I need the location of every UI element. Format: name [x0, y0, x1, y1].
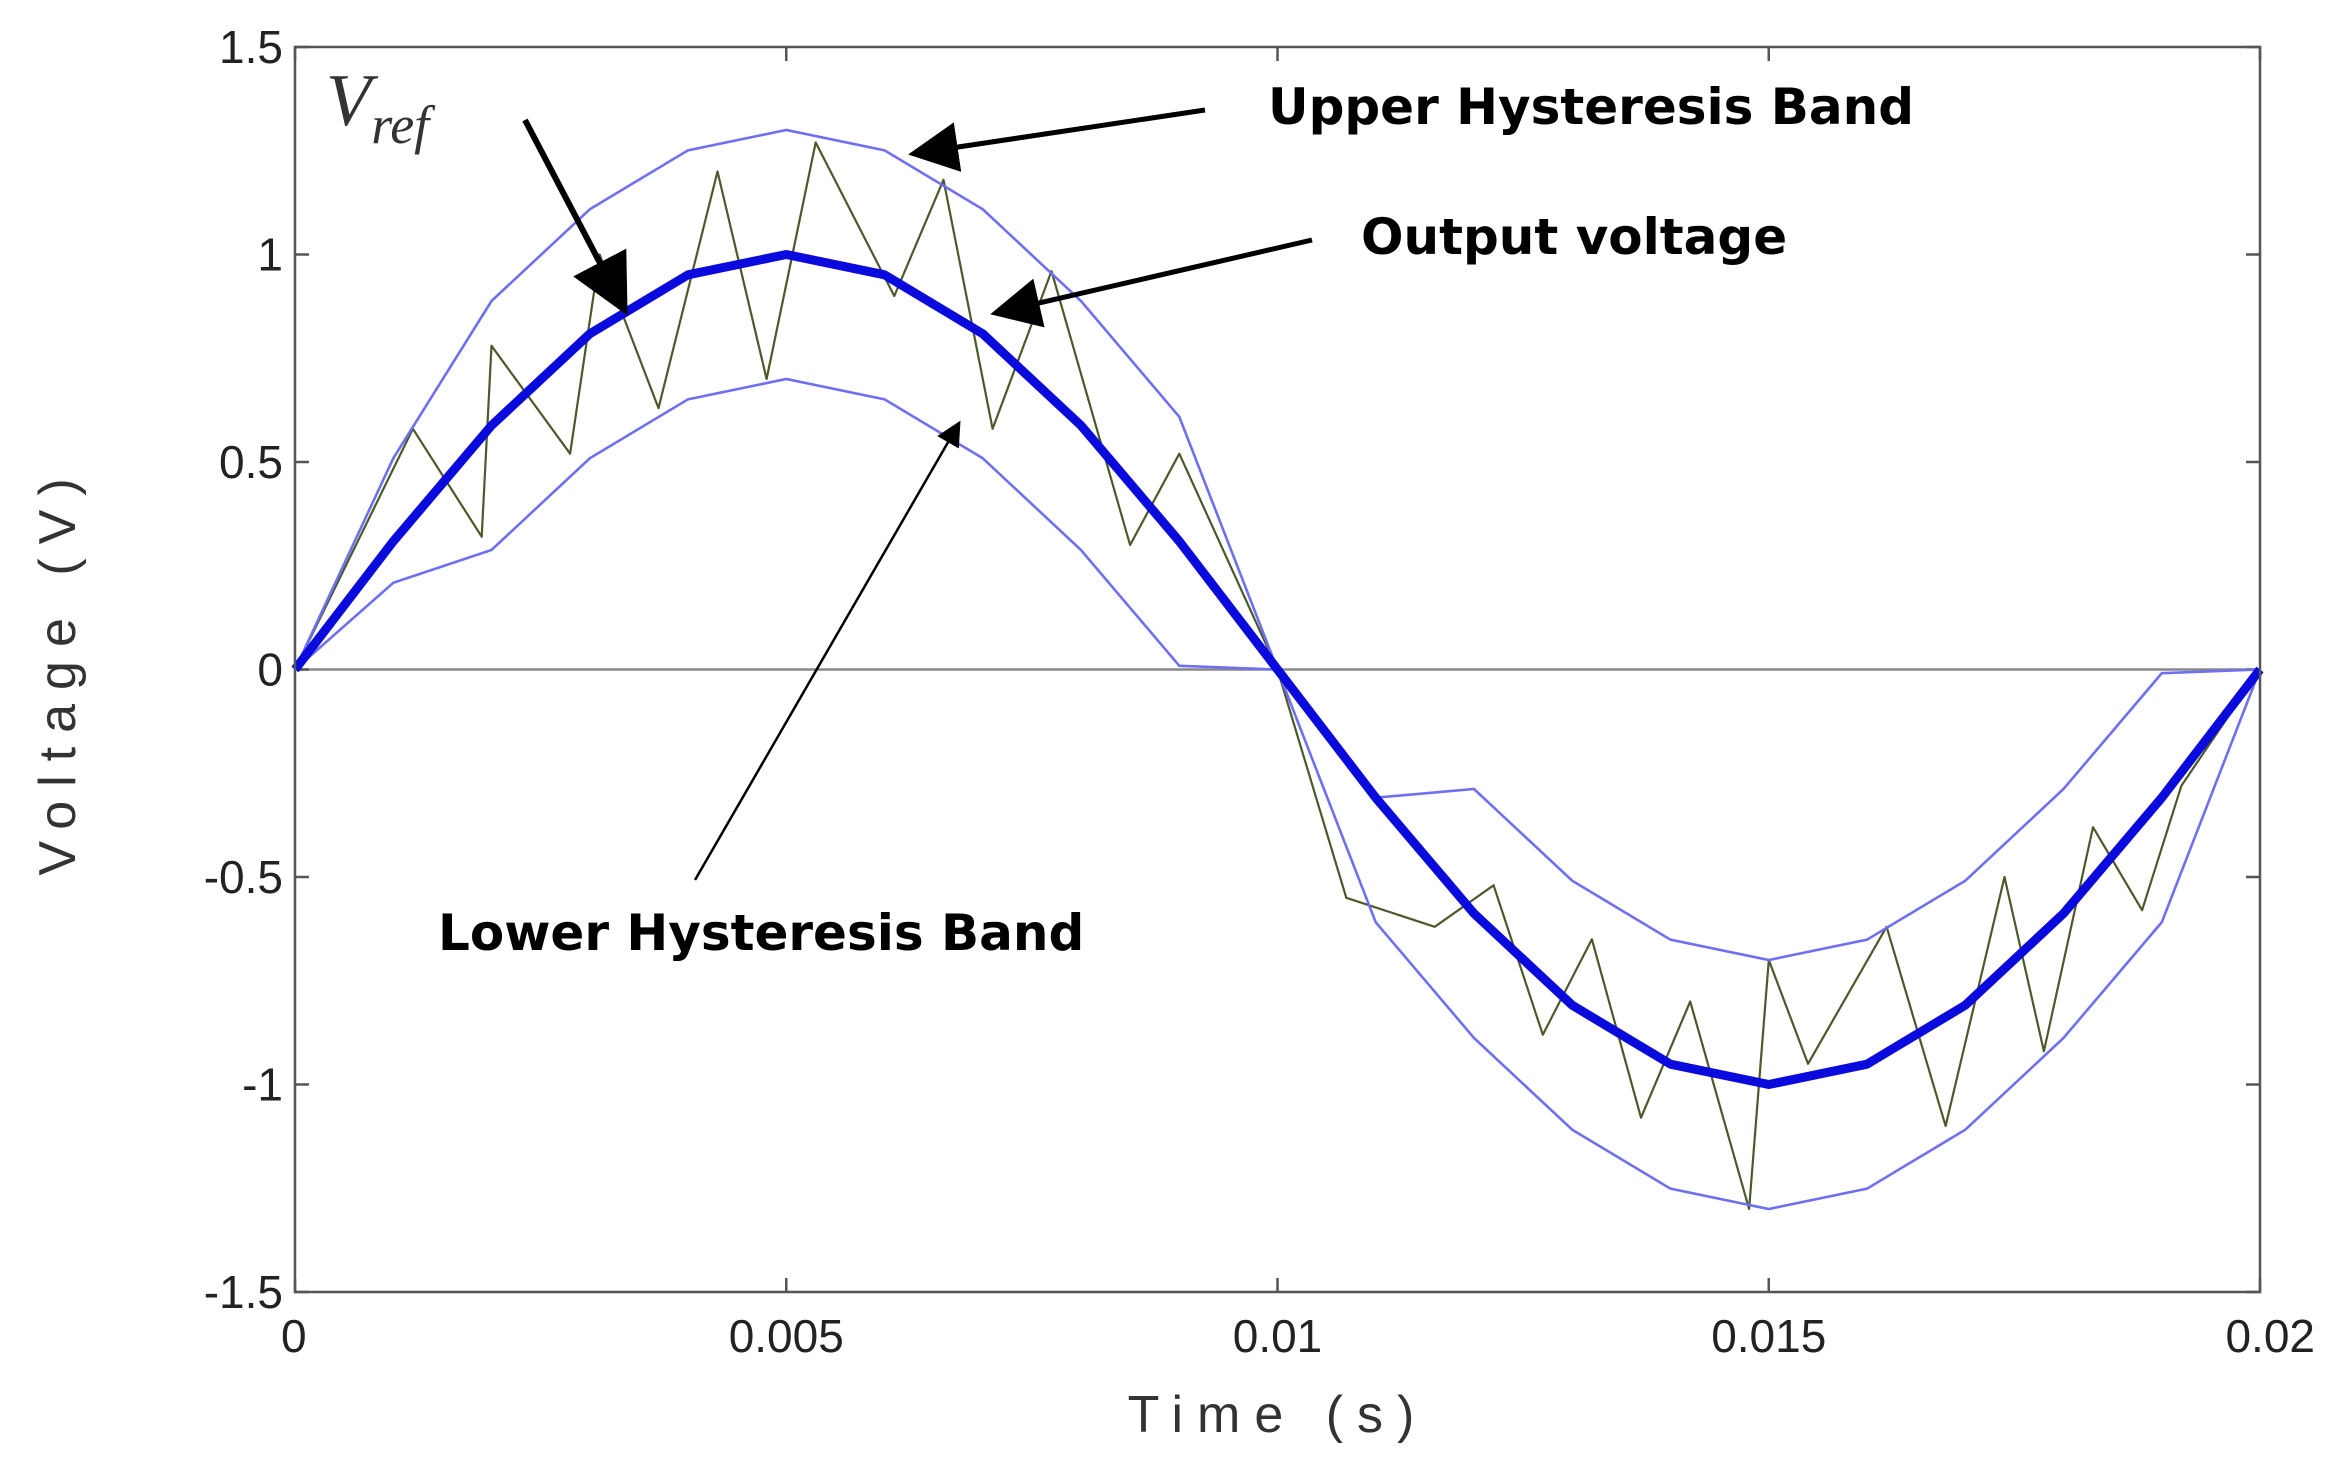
arrow-upper-band: [908, 107, 1206, 172]
x-tick-label: 0.01: [1233, 1310, 1323, 1362]
annotation-vref: Vref: [326, 60, 628, 316]
y-tick-label: 0: [257, 644, 283, 696]
arrow-output-voltage: [990, 237, 1313, 328]
x-tick-label: 0.015: [1711, 1310, 1826, 1362]
label-output-voltage: Output voltage: [1361, 208, 1787, 266]
annotation-output-voltage: Output voltage: [990, 208, 1787, 328]
x-tick-label: 0: [281, 1310, 307, 1362]
annotation-upper-band: Upper Hysteresis Band: [908, 78, 1914, 172]
vref-main: V: [326, 60, 379, 142]
y-tick-label: -1: [242, 1059, 283, 1111]
annotation-lower-band: Lower Hysteresis Band: [438, 420, 1084, 962]
output-switching-line: [294, 141, 2261, 1211]
y-tick-label: 0.5: [219, 436, 283, 488]
y-tick-label: -0.5: [204, 851, 283, 903]
y-tick-label: 1.5: [219, 21, 283, 73]
y-tick-label: -1.5: [204, 1266, 283, 1318]
y-tick-labels: 1.5 1 0.5 0 -0.5 -1 -1.5: [204, 21, 283, 1318]
y-tick-label: 1: [257, 229, 283, 281]
arrow-vref: [522, 118, 628, 316]
arrow-lower-band: [693, 420, 961, 881]
x-tick-labels: 0 0.005 0.01 0.015 0.02: [281, 1310, 2315, 1362]
x-tick-label: 0.02: [2225, 1310, 2315, 1362]
label-vref: Vref: [326, 60, 436, 155]
vref-subscript: ref: [371, 95, 436, 155]
plot-frame: [293, 45, 2262, 1294]
y-axis-title: Voltage (V): [29, 464, 87, 875]
label-lower-band: Lower Hysteresis Band: [438, 904, 1084, 962]
x-axis-title: Time (s): [1128, 1386, 1429, 1444]
x-tick-label: 0.005: [729, 1310, 844, 1362]
label-upper-band: Upper Hysteresis Band: [1268, 78, 1914, 136]
